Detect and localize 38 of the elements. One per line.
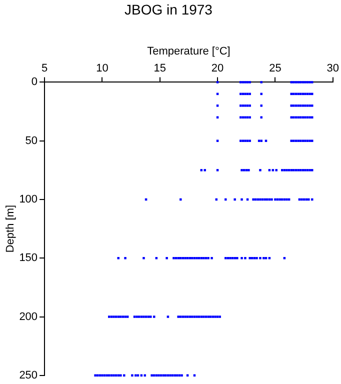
point xyxy=(310,116,314,119)
x-tick-label: 30 xyxy=(326,62,340,75)
point xyxy=(186,256,189,260)
x-tick-label: 15 xyxy=(154,62,166,75)
point xyxy=(268,256,271,260)
chart-title: JBOG in 1973 xyxy=(124,1,213,18)
point xyxy=(283,256,286,260)
x-tick-label: 20 xyxy=(211,62,224,75)
y-tick-label: 200 xyxy=(19,310,38,323)
point xyxy=(226,256,230,260)
point xyxy=(310,92,314,96)
point xyxy=(253,256,256,260)
x-axis-title: Temperature [°C] xyxy=(147,45,230,58)
point xyxy=(224,256,227,260)
y-tick-label: 100 xyxy=(19,194,38,206)
point xyxy=(155,256,158,260)
point xyxy=(198,256,200,260)
point xyxy=(260,116,263,119)
x-tick-label: 10 xyxy=(96,62,108,75)
y-tick-label: 0 xyxy=(31,76,38,88)
point xyxy=(260,92,263,96)
point xyxy=(174,374,176,377)
x-tick-label: 25 xyxy=(269,62,282,75)
point xyxy=(264,256,268,260)
point xyxy=(310,198,314,201)
point xyxy=(182,256,184,260)
point xyxy=(200,256,203,260)
point xyxy=(231,256,234,260)
y-axis-title: Depth [m] xyxy=(4,204,17,253)
point xyxy=(188,256,192,260)
x-tick-label: 5 xyxy=(41,62,48,75)
y-tick-label: 150 xyxy=(19,252,38,264)
point xyxy=(174,256,178,260)
point xyxy=(224,198,227,201)
point xyxy=(204,256,208,260)
point xyxy=(193,256,196,260)
y-tick-label: 50 xyxy=(25,134,38,147)
y-tick-label: 250 xyxy=(19,369,38,382)
